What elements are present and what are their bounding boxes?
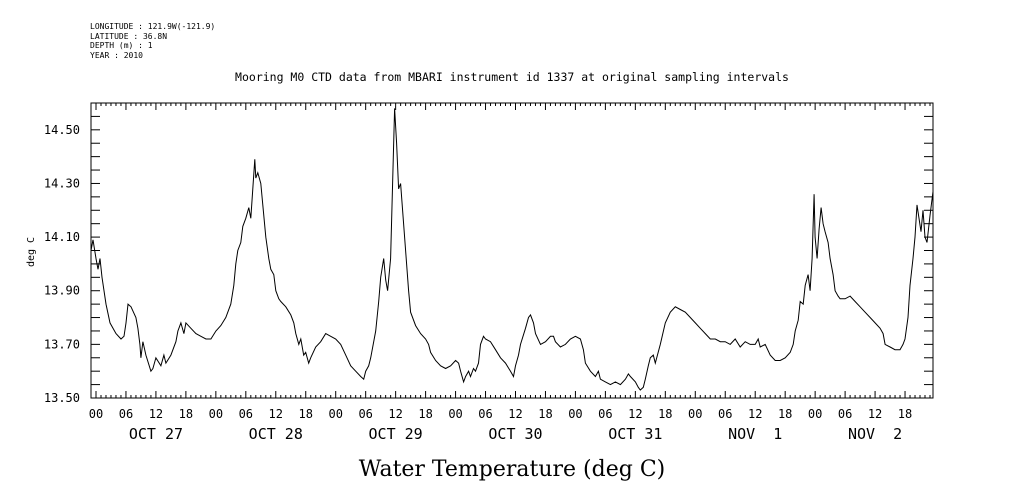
depth-text: DEPTH (m) : 1 (90, 41, 153, 50)
y-tick-label: 14.30 (44, 176, 80, 190)
x-date-label: OCT 31 (608, 425, 662, 443)
plot-frame (90, 102, 934, 399)
x-tick-label: 12 (388, 407, 402, 421)
x-tick-label: 18 (538, 407, 552, 421)
x-tick-label: 18 (299, 407, 313, 421)
x-tick-label: 12 (868, 407, 882, 421)
x-tick-label: 06 (119, 407, 133, 421)
x-date-label: NOV 2 (848, 425, 902, 443)
x-date-label: NOV 1 (728, 425, 782, 443)
x-date-label: OCT 29 (369, 425, 423, 443)
x-date-label: OCT 30 (488, 425, 542, 443)
x-tick-label: 00 (328, 407, 342, 421)
x-tick-label: 12 (508, 407, 522, 421)
x-tick-label: 06 (239, 407, 253, 421)
y-tick-label: 13.50 (44, 391, 80, 405)
x-date-label: OCT 28 (249, 425, 303, 443)
y-tick-label: 13.90 (44, 284, 80, 298)
x-tick-label: 06 (478, 407, 492, 421)
plot-area: 00 06 12 18 00 06 12 18 00 06 12 18 00 06 12 18 00 06 12 18… (44, 102, 934, 443)
x-tick-label: 06 (598, 407, 612, 421)
x-tick-label: 00 (808, 407, 822, 421)
x-tick-label: 18 (658, 407, 672, 421)
x-tick-label: 12 (628, 407, 642, 421)
y-axis-label: deg C (26, 237, 37, 267)
x-tick-label: 00 (448, 407, 462, 421)
x-tick-label: 18 (778, 407, 792, 421)
x-tick-label: 18 (179, 407, 193, 421)
x-tick-label: 06 (718, 407, 732, 421)
longitude-text: LONGITUDE : 121.9W(-121.9) (90, 22, 216, 31)
x-tick-label: 12 (149, 407, 163, 421)
latitude-text: LATITUDE : 36.8N (90, 31, 168, 41)
x-tick-label: 18 (418, 407, 432, 421)
x-tick-label: 00 (568, 407, 582, 421)
x-tick-label: 12 (748, 407, 762, 421)
year-text: YEAR : 2010 (90, 50, 143, 60)
y-tick-label: 14.50 (44, 123, 80, 137)
x-tick-label: 06 (838, 407, 852, 421)
chart-title: Mooring M0 CTD data from MBARI instrumen… (235, 70, 789, 84)
x-tick-label: 00 (688, 407, 702, 421)
x-axis-label: Water Temperature (deg C) (359, 457, 666, 482)
temperature-series-line (90, 108, 934, 391)
x-tick-label: 00 (89, 407, 103, 421)
metadata-block: LONGITUDE : 121.9W(-121.9) LATITUDE : 36… (90, 22, 215, 60)
x-tick-label: 06 (358, 407, 372, 421)
x-tick-label: 00 (209, 407, 223, 421)
x-date-label: OCT 27 (129, 425, 183, 443)
y-tick-label: 14.10 (44, 230, 80, 244)
y-tick-label: 13.70 (44, 337, 80, 351)
x-tick-label: 18 (898, 407, 912, 421)
x-tick-label: 12 (269, 407, 283, 421)
